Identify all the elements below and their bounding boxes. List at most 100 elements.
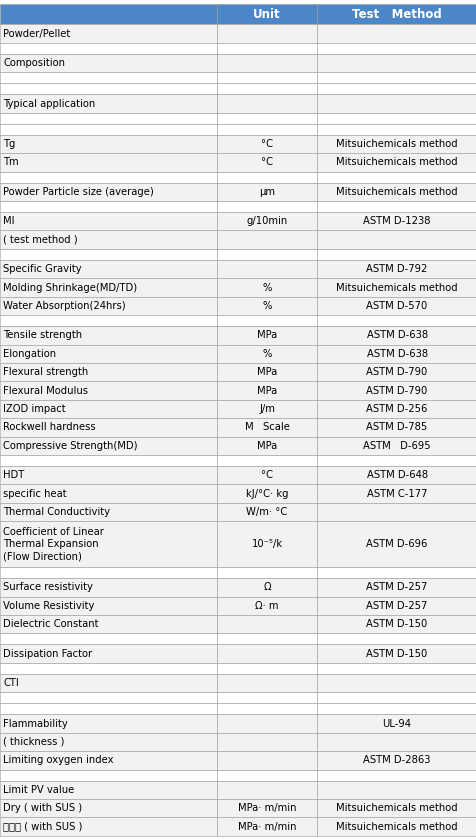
Bar xyxy=(317,344,476,363)
Bar xyxy=(0,751,217,769)
Bar xyxy=(0,437,217,455)
Text: Powder/Pellet: Powder/Pellet xyxy=(3,29,70,39)
Bar xyxy=(317,817,476,836)
Bar xyxy=(0,326,217,344)
Bar xyxy=(217,24,317,43)
Bar xyxy=(217,344,317,363)
Bar xyxy=(0,94,217,113)
Bar xyxy=(317,182,476,201)
Bar xyxy=(0,278,217,297)
Text: specific heat: specific heat xyxy=(3,489,67,499)
Text: Mitsuichemicals method: Mitsuichemicals method xyxy=(336,157,457,167)
Bar xyxy=(317,780,476,799)
Bar xyxy=(0,249,217,260)
Bar xyxy=(217,381,317,400)
Bar xyxy=(317,400,476,418)
Text: %: % xyxy=(262,301,271,311)
Bar xyxy=(0,212,217,230)
Bar xyxy=(217,692,317,703)
Bar xyxy=(317,381,476,400)
Bar xyxy=(317,171,476,182)
Text: Dissipation Factor: Dissipation Factor xyxy=(3,648,92,659)
Bar xyxy=(217,503,317,521)
Bar xyxy=(317,596,476,615)
Text: ASTM D-638: ASTM D-638 xyxy=(366,349,427,359)
Text: ASTM   D-695: ASTM D-695 xyxy=(363,441,430,451)
Bar xyxy=(0,521,217,567)
Bar xyxy=(0,83,217,94)
Bar xyxy=(0,381,217,400)
Text: Dry ( with SUS ): Dry ( with SUS ) xyxy=(3,803,82,813)
Bar xyxy=(217,703,317,714)
Bar xyxy=(0,4,217,24)
Bar xyxy=(317,521,476,567)
Text: ASTM D-257: ASTM D-257 xyxy=(366,582,427,592)
Bar xyxy=(217,43,317,54)
Bar xyxy=(0,230,217,249)
Bar xyxy=(0,799,217,817)
Bar xyxy=(217,799,317,817)
Bar xyxy=(217,567,317,578)
Text: MPa· m/min: MPa· m/min xyxy=(238,803,296,813)
Bar xyxy=(0,315,217,326)
Bar xyxy=(0,113,217,123)
Bar xyxy=(317,615,476,633)
Bar xyxy=(317,633,476,644)
Bar xyxy=(217,455,317,466)
Bar xyxy=(317,113,476,123)
Bar xyxy=(0,567,217,578)
Text: °C: °C xyxy=(260,470,273,480)
Text: Composition: Composition xyxy=(3,58,65,68)
Text: Test   Method: Test Method xyxy=(351,8,441,21)
Text: Ω: Ω xyxy=(263,582,270,592)
Bar xyxy=(217,663,317,674)
Text: Tg: Tg xyxy=(3,139,16,149)
Bar xyxy=(217,633,317,644)
Bar xyxy=(217,732,317,751)
Bar xyxy=(217,249,317,260)
Bar xyxy=(317,83,476,94)
Bar xyxy=(217,437,317,455)
Bar xyxy=(0,732,217,751)
Bar xyxy=(0,644,217,663)
Text: IZOD impact: IZOD impact xyxy=(3,404,66,414)
Bar xyxy=(217,674,317,692)
Text: ASTM D-150: ASTM D-150 xyxy=(366,648,427,659)
Text: MI: MI xyxy=(3,216,15,226)
Bar xyxy=(217,182,317,201)
Bar xyxy=(0,503,217,521)
Text: 10⁻⁵/k: 10⁻⁵/k xyxy=(251,539,282,549)
Bar xyxy=(317,485,476,503)
Text: Volume Resistivity: Volume Resistivity xyxy=(3,601,95,611)
Text: ASTM D-150: ASTM D-150 xyxy=(366,619,427,629)
Text: ASTM D-638: ASTM D-638 xyxy=(366,330,427,340)
Bar xyxy=(317,249,476,260)
Text: MPa· m/min: MPa· m/min xyxy=(238,822,296,832)
Text: J/m: J/m xyxy=(258,404,275,414)
Text: μm: μm xyxy=(258,186,275,197)
Bar xyxy=(0,769,217,780)
Bar xyxy=(317,315,476,326)
Text: Water Absorption(24hrs): Water Absorption(24hrs) xyxy=(3,301,126,311)
Text: Compressive Strength(MD): Compressive Strength(MD) xyxy=(3,441,138,451)
Text: Mitsuichemicals method: Mitsuichemicals method xyxy=(336,139,457,149)
Bar xyxy=(317,799,476,817)
Bar xyxy=(0,182,217,201)
Bar xyxy=(317,278,476,297)
Bar xyxy=(217,171,317,182)
Bar xyxy=(0,703,217,714)
Text: Mitsuichemicals method: Mitsuichemicals method xyxy=(336,282,457,292)
Bar xyxy=(0,260,217,278)
Bar xyxy=(0,714,217,732)
Bar xyxy=(0,363,217,381)
Text: Limiting oxygen index: Limiting oxygen index xyxy=(3,755,114,765)
Bar xyxy=(217,153,317,171)
Bar xyxy=(217,113,317,123)
Bar xyxy=(317,692,476,703)
Text: ASTM D-257: ASTM D-257 xyxy=(366,601,427,611)
Bar xyxy=(317,703,476,714)
Text: ASTM D-790: ASTM D-790 xyxy=(366,367,427,377)
Text: kJ/°C· kg: kJ/°C· kg xyxy=(245,489,288,499)
Bar xyxy=(0,485,217,503)
Text: MPa: MPa xyxy=(257,441,277,451)
